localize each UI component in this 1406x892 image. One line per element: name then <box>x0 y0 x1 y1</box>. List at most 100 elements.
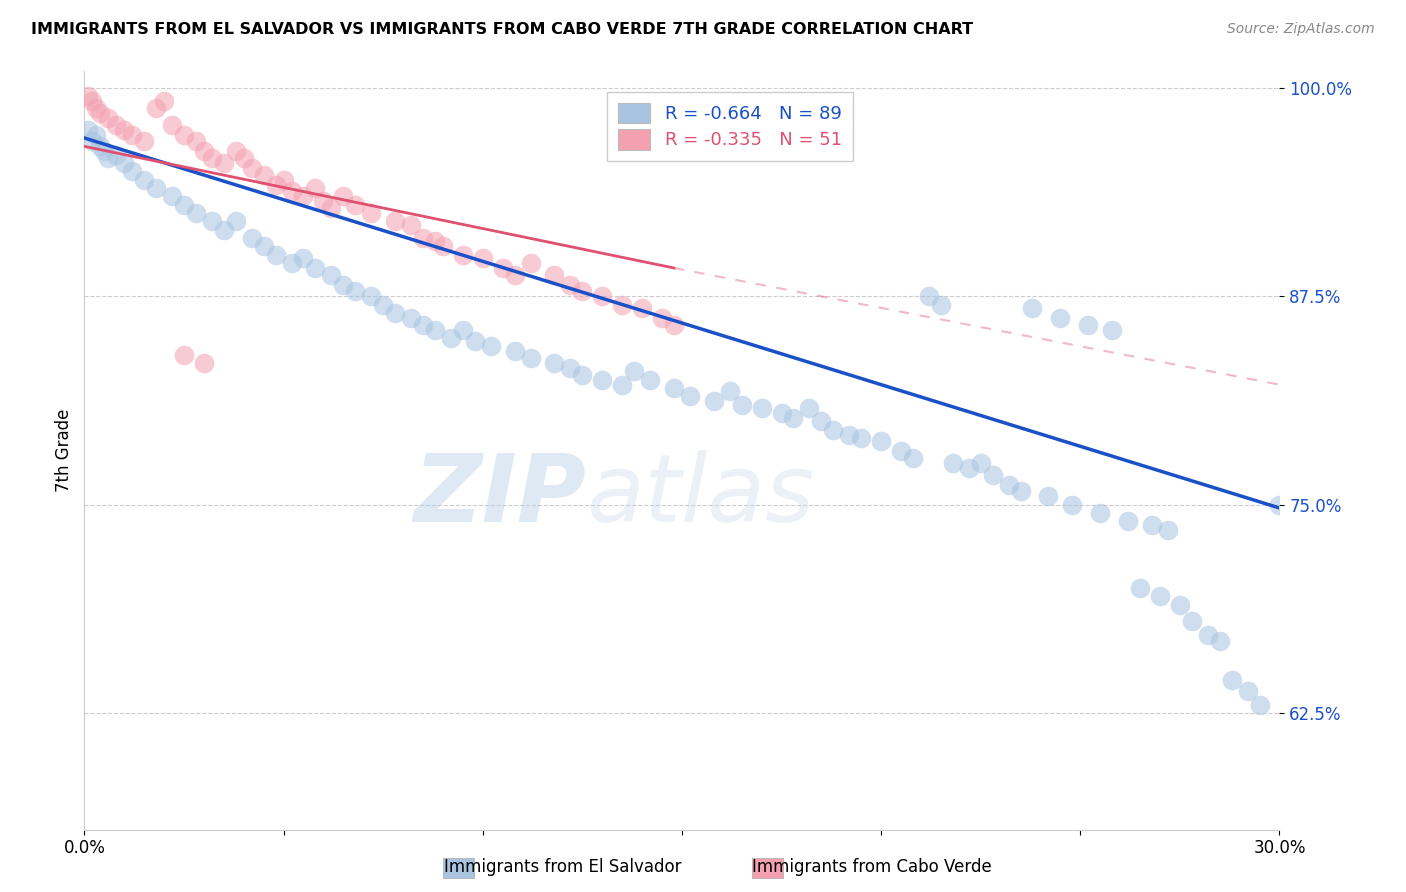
Point <box>253 239 276 253</box>
Point <box>718 384 741 399</box>
Point <box>890 444 912 458</box>
Text: IMMIGRANTS FROM EL SALVADOR VS IMMIGRANTS FROM CABO VERDE 7TH GRADE CORRELATION : IMMIGRANTS FROM EL SALVADOR VS IMMIGRANT… <box>31 22 973 37</box>
Point <box>1157 523 1180 537</box>
Point <box>851 431 873 445</box>
Legend: R = -0.664   N = 89, R = -0.335   N = 51: R = -0.664 N = 89, R = -0.335 N = 51 <box>607 92 852 161</box>
Point <box>1209 634 1232 648</box>
Point <box>312 194 335 209</box>
Point <box>105 147 128 161</box>
Point <box>121 164 143 178</box>
Point <box>1077 318 1099 332</box>
Point <box>97 151 120 165</box>
Point <box>1168 598 1191 612</box>
Point <box>321 268 343 282</box>
Point <box>471 251 494 265</box>
Point <box>662 318 685 332</box>
Point <box>679 389 702 403</box>
Point <box>304 260 326 275</box>
Point <box>145 101 167 115</box>
Point <box>160 118 183 132</box>
Point <box>273 172 295 186</box>
Point <box>560 361 582 376</box>
Point <box>212 156 235 170</box>
Point <box>782 411 804 425</box>
Point <box>838 427 860 442</box>
Point <box>929 298 952 312</box>
Point <box>451 247 474 261</box>
Point <box>1197 627 1219 641</box>
Point <box>292 251 315 265</box>
Point <box>201 151 224 165</box>
Y-axis label: 7th Grade: 7th Grade <box>55 409 73 492</box>
Point <box>332 277 354 292</box>
Point <box>321 201 343 215</box>
Point <box>957 461 980 475</box>
Point <box>332 189 354 203</box>
Point <box>1062 498 1084 512</box>
Point <box>423 323 446 337</box>
Point <box>901 450 924 465</box>
Point <box>82 95 104 109</box>
Point <box>479 339 502 353</box>
Point <box>253 168 276 182</box>
Point <box>105 118 128 132</box>
Point <box>432 239 454 253</box>
Point <box>384 306 406 320</box>
Point <box>360 206 382 220</box>
Point <box>799 401 821 415</box>
Text: Source: ZipAtlas.com: Source: ZipAtlas.com <box>1227 22 1375 37</box>
Point <box>1140 517 1163 532</box>
Point <box>543 356 565 370</box>
Point <box>631 301 654 315</box>
Point <box>82 134 104 148</box>
Point <box>1101 323 1123 337</box>
Point <box>184 134 207 148</box>
Point <box>1129 581 1152 595</box>
Point <box>1010 484 1032 499</box>
Point <box>942 456 965 470</box>
Point <box>1049 310 1071 325</box>
Point <box>86 128 108 142</box>
Point <box>193 145 215 159</box>
Point <box>1116 514 1139 528</box>
Point <box>232 151 254 165</box>
Point <box>201 214 224 228</box>
Point <box>1149 589 1171 603</box>
Point <box>810 414 832 428</box>
Point <box>264 178 287 192</box>
Point <box>173 197 195 211</box>
Point <box>591 289 613 303</box>
Point <box>212 222 235 236</box>
Point <box>132 172 156 186</box>
Point <box>86 101 108 115</box>
Point <box>280 185 302 199</box>
Text: Immigrants from Cabo Verde: Immigrants from Cabo Verde <box>752 858 991 876</box>
Text: ZIP: ZIP <box>413 450 586 542</box>
Point <box>492 260 515 275</box>
Point <box>751 401 773 415</box>
Point <box>823 423 845 437</box>
Point <box>89 106 111 120</box>
Point <box>970 456 993 470</box>
Point <box>153 95 176 109</box>
Point <box>384 214 406 228</box>
Point <box>412 318 434 332</box>
Point <box>731 398 754 412</box>
Point <box>464 334 486 349</box>
Point <box>77 89 100 103</box>
Point <box>423 235 446 249</box>
Point <box>399 310 422 325</box>
Point <box>344 197 367 211</box>
Point <box>519 256 541 270</box>
Point <box>662 381 685 395</box>
Point <box>770 406 793 420</box>
Point <box>1236 684 1258 698</box>
Point <box>1220 673 1243 687</box>
Point <box>1249 698 1271 712</box>
Point <box>571 285 593 299</box>
Point <box>440 331 463 345</box>
Point <box>97 111 120 125</box>
Point <box>89 139 111 153</box>
Point <box>173 348 195 362</box>
Point <box>1268 498 1291 512</box>
